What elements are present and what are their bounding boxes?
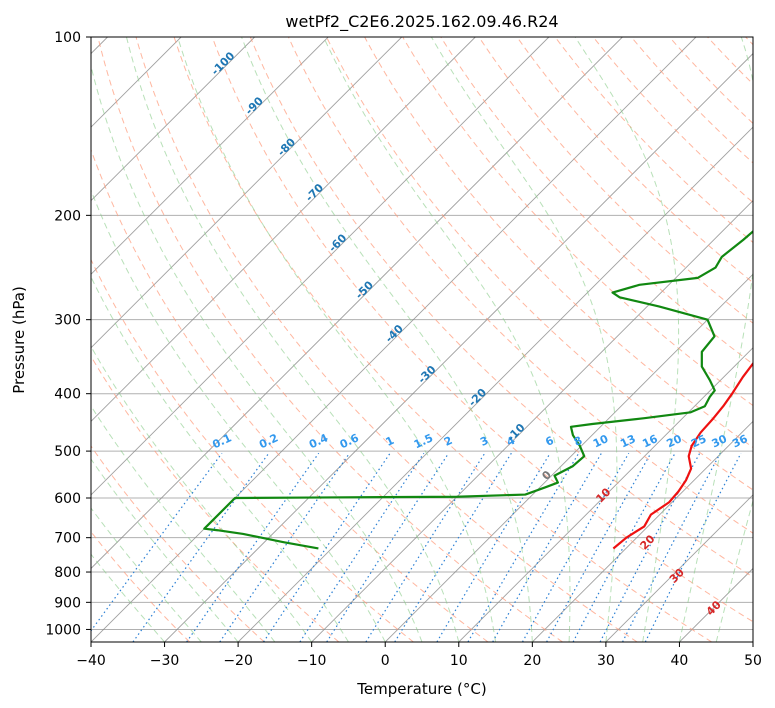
isotherm-line bbox=[91, 37, 255, 202]
moist-adiabat-line bbox=[91, 188, 386, 642]
y-tick-label: 600 bbox=[54, 491, 81, 507]
dry-adiabat-line bbox=[364, 37, 753, 449]
moist-adiabat-line bbox=[91, 405, 276, 642]
dry-adiabat-line bbox=[478, 37, 753, 324]
mixing-ratio-label: 25 bbox=[689, 432, 708, 450]
mixing-ratio-label: 30 bbox=[710, 432, 730, 450]
mixing-ratio-line bbox=[644, 452, 742, 642]
plot-area bbox=[91, 37, 753, 642]
moist-adiabat-line bbox=[678, 37, 753, 642]
x-tick-label: 40 bbox=[671, 653, 689, 669]
isotherm-line bbox=[458, 347, 753, 642]
x-tick-label: 20 bbox=[523, 653, 541, 669]
dry-adiabat-line bbox=[326, 37, 753, 491]
dry-adiabat-line bbox=[592, 37, 753, 204]
isotherm-line bbox=[532, 420, 753, 642]
mixing-ratio-line bbox=[436, 452, 551, 642]
plot-frame bbox=[90, 36, 754, 643]
mixing-ratio-line bbox=[299, 452, 425, 642]
isotherm-line bbox=[91, 37, 476, 422]
dry-adiabat-line bbox=[91, 445, 265, 642]
mixing-ratio-label: 10 bbox=[591, 432, 611, 450]
moist-adiabat-line bbox=[91, 64, 423, 642]
moist-adiabat-line bbox=[241, 37, 533, 642]
dry-adiabat-line bbox=[211, 37, 753, 623]
moist-adiabat-line bbox=[91, 458, 239, 642]
y-tick-label: 1000 bbox=[45, 622, 81, 638]
x-tick-label: −30 bbox=[150, 653, 180, 669]
isotherm-line bbox=[164, 52, 753, 642]
dry-adiabat-line bbox=[97, 37, 563, 642]
isotherm-line bbox=[384, 273, 753, 642]
y-tick-label: 200 bbox=[54, 208, 81, 224]
isotherm-line bbox=[91, 37, 403, 349]
moist-adiabat-line bbox=[177, 37, 497, 642]
moist-adiabat-line bbox=[91, 553, 165, 642]
y-tick-label: 500 bbox=[54, 444, 81, 460]
moist-adiabat-line bbox=[91, 275, 349, 642]
y-tick-label: 300 bbox=[54, 313, 81, 329]
mixing-ratio-line bbox=[394, 452, 512, 642]
isotherm-line bbox=[605, 494, 753, 642]
moist-adiabat-line bbox=[430, 37, 618, 642]
dry-adiabat-line bbox=[287, 37, 753, 534]
y-tick-label: 800 bbox=[54, 565, 81, 581]
chart-title: wetPf2_C2E6.2025.162.09.46.R24 bbox=[285, 12, 558, 32]
y-tick-label: 400 bbox=[54, 387, 81, 403]
dewpoint-trace bbox=[203, 230, 753, 550]
mixing-ratio-line bbox=[365, 452, 486, 642]
mixing-ratio-line bbox=[326, 452, 450, 642]
mixing-ratio-line bbox=[492, 452, 602, 642]
mixing-ratio-line bbox=[521, 452, 630, 642]
x-tick-label: −10 bbox=[297, 653, 327, 669]
isotherm-line bbox=[91, 37, 329, 275]
mixing-ratio-label: 36 bbox=[730, 432, 750, 450]
mixing-ratio-line bbox=[132, 452, 270, 642]
isotherm-line bbox=[91, 37, 623, 570]
x-tick-label: 50 bbox=[744, 653, 762, 669]
moist-adiabat-line bbox=[715, 498, 753, 642]
mixing-ratio-line bbox=[622, 452, 721, 642]
mixing-ratio-label: 16 bbox=[640, 432, 660, 450]
x-tick-label: 10 bbox=[450, 653, 468, 669]
mixing-ratio-label: 13 bbox=[618, 432, 637, 450]
x-tick-label: 30 bbox=[597, 653, 615, 669]
y-tick-label: 100 bbox=[54, 30, 81, 46]
moist-adiabat-line bbox=[91, 345, 313, 642]
moist-adiabat-line bbox=[125, 37, 460, 642]
y-tick-label: 900 bbox=[54, 595, 81, 611]
y-axis-title: Pressure (hPa) bbox=[10, 286, 28, 394]
moist-adiabat-line bbox=[323, 37, 571, 642]
y-tick-label: 700 bbox=[54, 531, 81, 547]
x-tick-label: −40 bbox=[76, 653, 106, 669]
dry-adiabat-line bbox=[173, 37, 713, 642]
dry-adiabat-line bbox=[249, 37, 753, 578]
x-tick-label: 0 bbox=[381, 653, 390, 669]
isotherm-line bbox=[91, 37, 550, 496]
dry-adiabat-line bbox=[91, 258, 414, 642]
dry-adiabat-line bbox=[135, 37, 638, 642]
mixing-ratio-line bbox=[467, 452, 580, 642]
dry-adiabat-line bbox=[630, 37, 753, 164]
x-tick-label: −20 bbox=[223, 653, 253, 669]
temperature-trace bbox=[612, 361, 753, 550]
isotherm-line bbox=[237, 126, 753, 642]
moist-adiabat-line bbox=[91, 507, 202, 642]
x-axis-title: Temperature (°C) bbox=[356, 680, 486, 698]
mixing-ratio-label: 20 bbox=[665, 432, 685, 450]
dry-adiabat-line bbox=[402, 37, 753, 407]
mixing-ratio-line bbox=[263, 452, 391, 642]
